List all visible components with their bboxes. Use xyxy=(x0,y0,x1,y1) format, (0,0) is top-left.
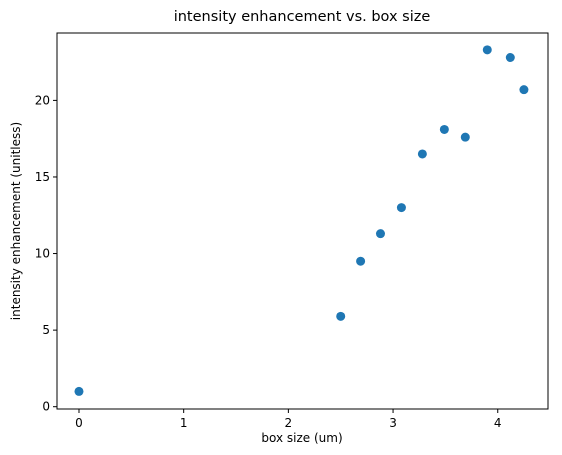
plot-frame xyxy=(56,32,549,410)
data-point xyxy=(417,149,427,159)
x-tick-label: 1 xyxy=(180,416,188,430)
y-tick-label: 20 xyxy=(35,93,50,107)
y-axis-label: intensity enhancement (unitless) xyxy=(9,122,23,320)
data-points xyxy=(74,45,529,396)
y-tick-label: 0 xyxy=(42,400,50,414)
x-tick-label: 2 xyxy=(285,416,293,430)
data-point xyxy=(336,311,346,321)
x-axis-label: box size (um) xyxy=(261,431,342,445)
x-tick-label: 0 xyxy=(75,416,83,430)
y-tick-label: 10 xyxy=(35,247,50,261)
data-point xyxy=(439,124,449,134)
data-point xyxy=(375,229,385,239)
data-point xyxy=(505,53,515,63)
data-point xyxy=(482,45,492,55)
x-tick-label: 4 xyxy=(494,416,502,430)
data-point xyxy=(396,203,406,213)
data-point xyxy=(460,132,470,142)
y-tick-label: 5 xyxy=(42,323,50,337)
y-tick-label: 15 xyxy=(35,170,50,184)
data-point xyxy=(74,386,84,396)
x-tick-label: 3 xyxy=(389,416,397,430)
axis-ticks: 0 1 2 3 4 0 5 10 15 20 xyxy=(35,93,502,430)
data-point xyxy=(519,85,529,95)
data-point xyxy=(356,256,366,266)
chart-title: intensity enhancement vs. box size xyxy=(174,9,431,25)
